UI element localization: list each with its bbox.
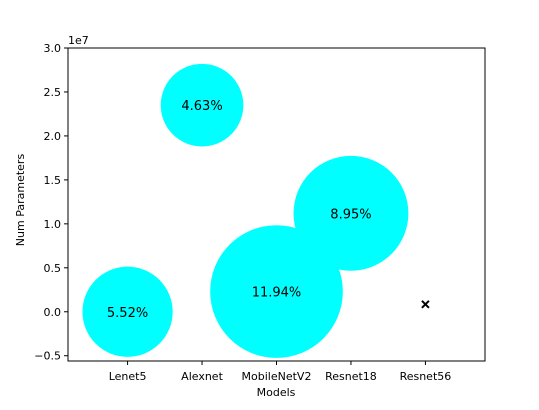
bubble-mobilenetv2 — [210, 225, 343, 358]
x-tick-label-mobilenetv2: MobileNetV2 — [242, 370, 312, 383]
y-tick-label: 0.5 — [44, 262, 62, 275]
bubble-resnet18 — [293, 155, 409, 271]
x-tick-label-lenet5: Lenet5 — [109, 370, 147, 383]
bubble-alexnet — [160, 63, 244, 147]
y-tick-label: 1.5 — [44, 174, 62, 187]
y-tick-label: 2.0 — [44, 130, 62, 143]
bubble-label-resnet18: 8.95% — [330, 207, 371, 222]
bubbles-layer — [82, 63, 430, 358]
labels-layer: 5.52% 4.63% 11.94% 8.95% — [107, 99, 372, 321]
bubble-label-mobilenetv2: 11.94% — [252, 286, 302, 301]
bubble-lenet5 — [82, 266, 173, 357]
bubble-label-lenet5: 5.52% — [107, 306, 148, 321]
y-tick-label: −0.5 — [34, 350, 61, 363]
x-marker-resnet56 — [421, 300, 430, 309]
axes-layer: −0.5 0.0 0.5 1.0 1.5 2.0 2.5 3.0 Lenet5 Alexnet Mo… — [34, 42, 486, 383]
x-axis-label: Models — [257, 386, 296, 399]
y-tick-label: 2.5 — [44, 86, 62, 99]
y-axis-scale-label: 1e7 — [68, 34, 89, 47]
x-marker-stroke — [421, 300, 430, 309]
x-tick-label-alexnet: Alexnet — [181, 370, 223, 383]
x-tick-label-resnet18: Resnet18 — [325, 370, 377, 383]
y-tick-label: 3.0 — [44, 42, 62, 55]
x-tick-label-resnet56: Resnet56 — [400, 370, 452, 383]
y-axis-label: Num Parameters — [14, 154, 27, 247]
y-tick-label: 0.0 — [44, 306, 62, 319]
y-tick-label: 1.0 — [44, 218, 62, 231]
bubble-label-alexnet: 4.63% — [181, 99, 222, 114]
